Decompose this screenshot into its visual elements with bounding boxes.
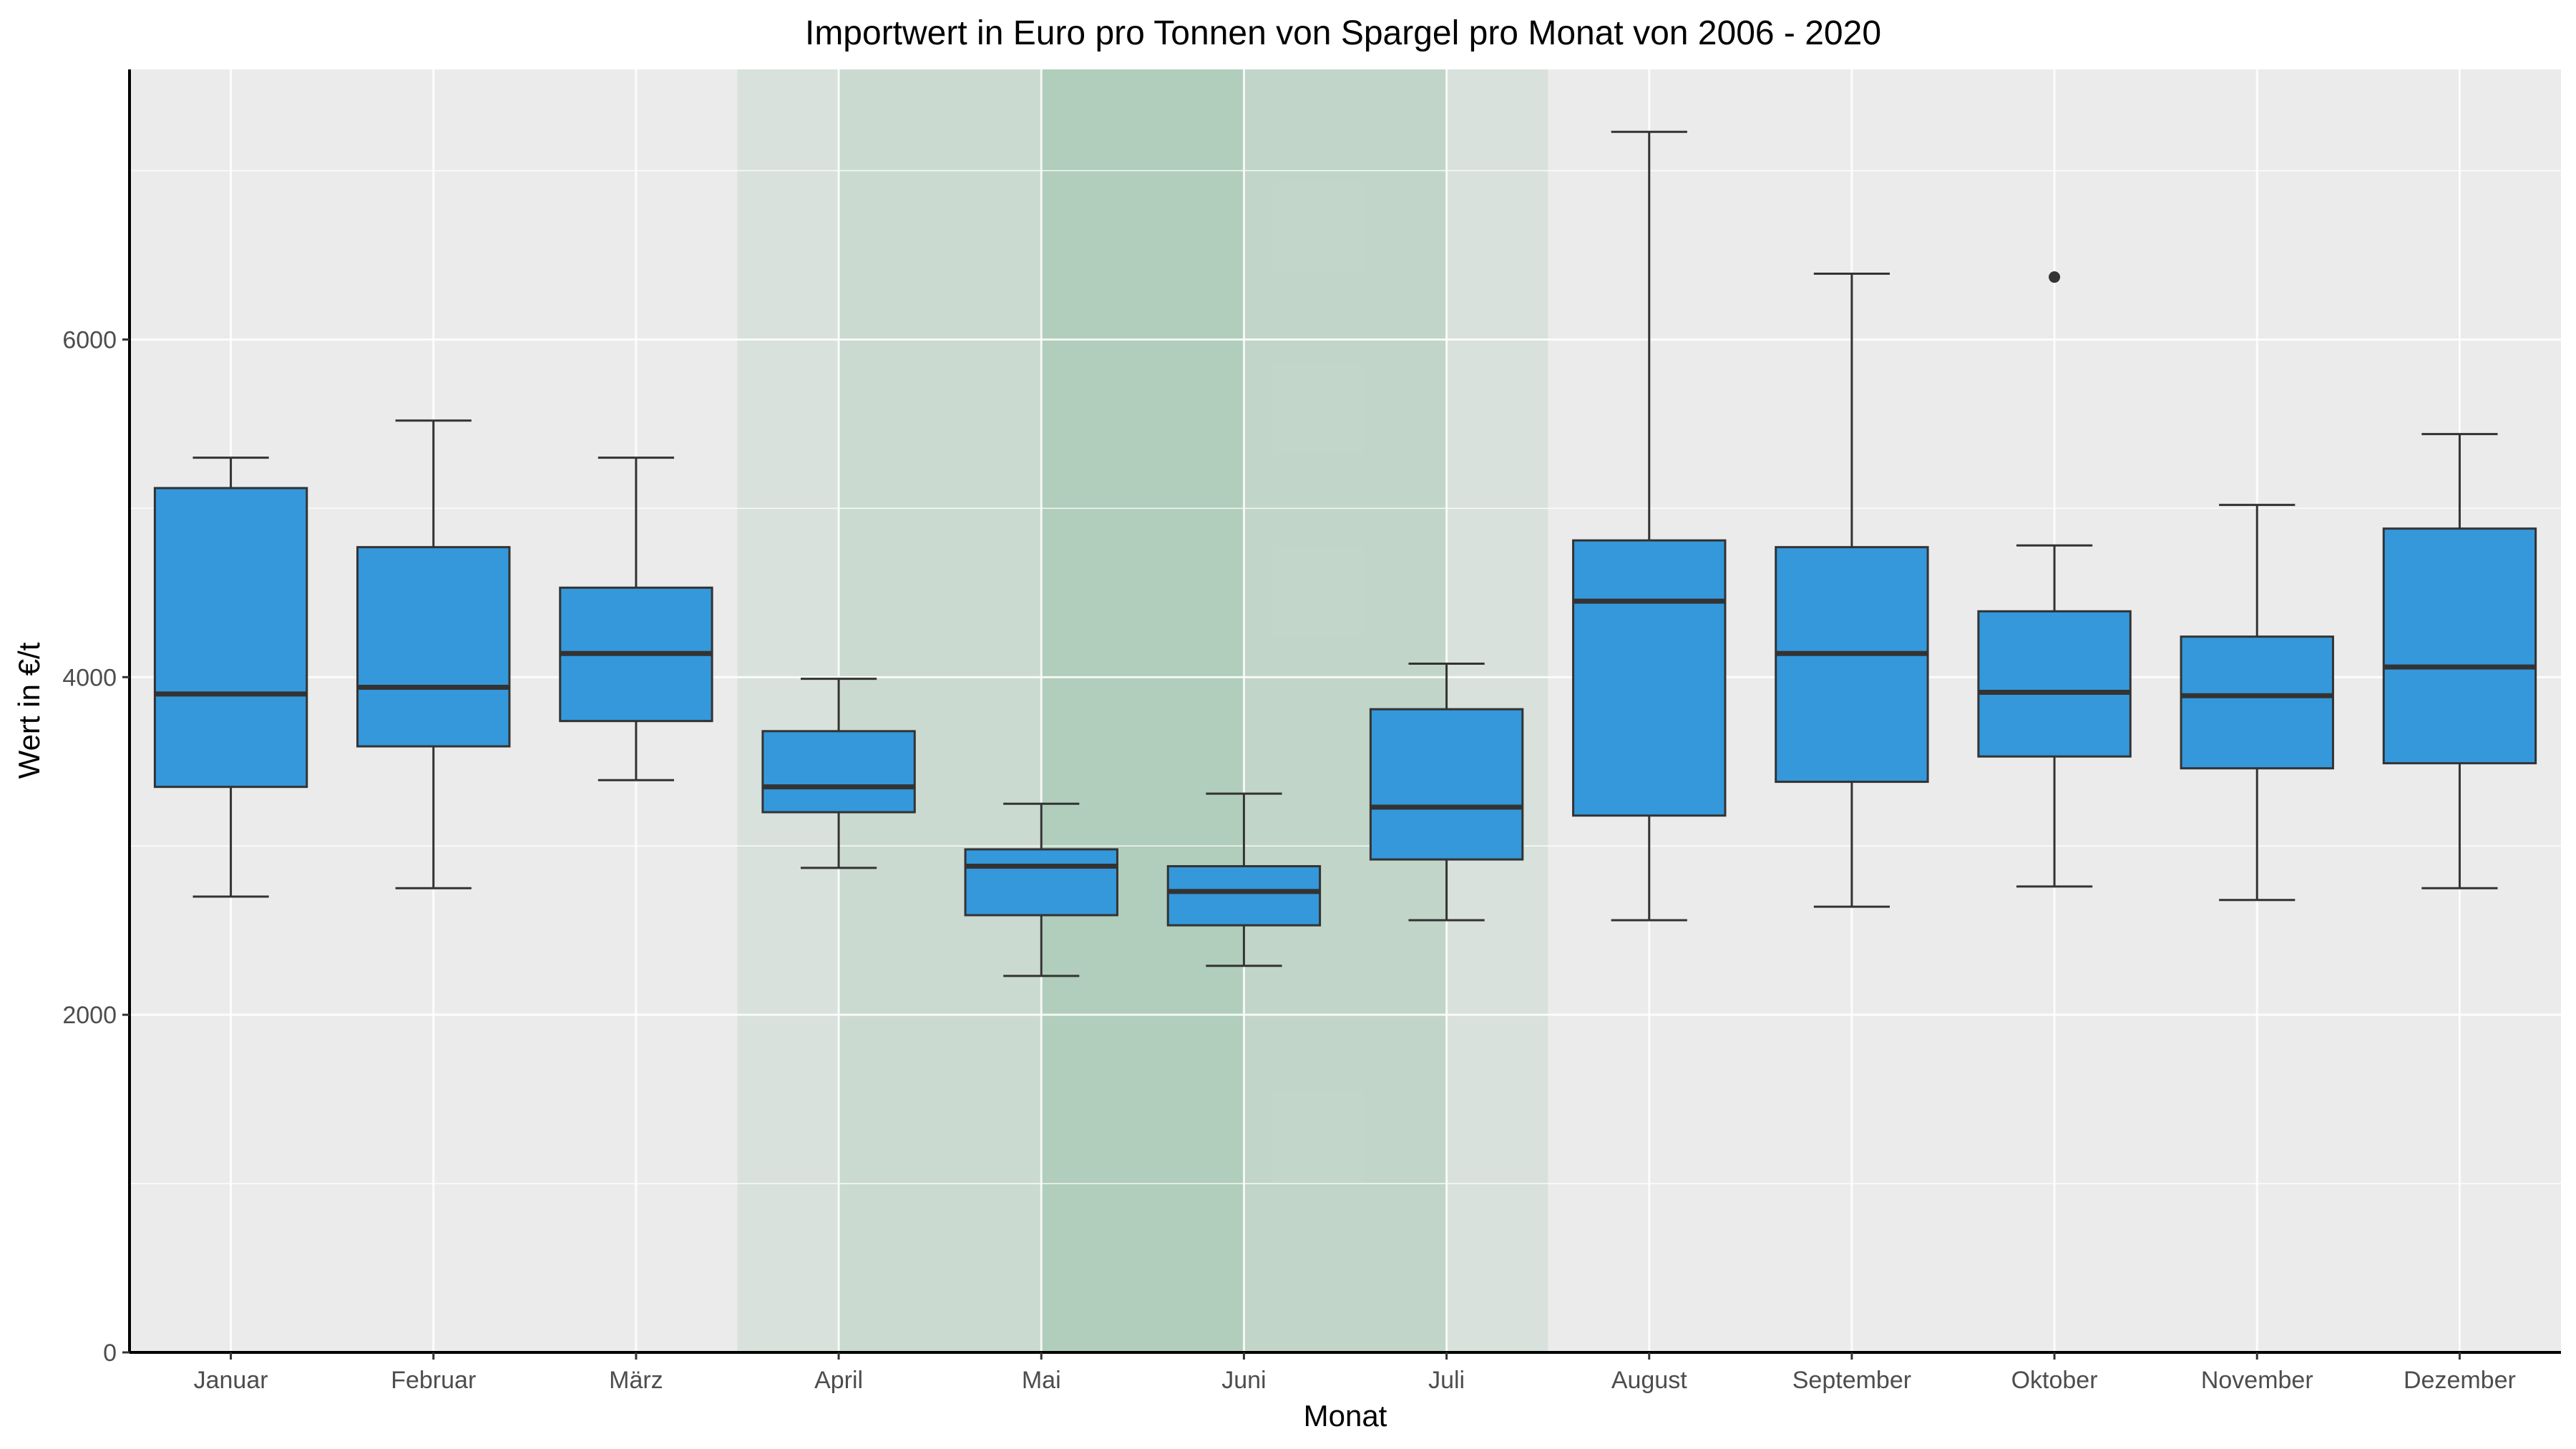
y-axis-ticks: 0 2000 4000 6000	[62, 326, 130, 1367]
box-iqr	[1369, 708, 1524, 861]
box-3	[761, 678, 916, 869]
box-iqr	[761, 730, 916, 814]
y-axis-title: Wert in €/t	[12, 642, 46, 779]
x-axis-title: Monat	[1304, 1399, 1387, 1433]
x-tick-label: April	[814, 1367, 863, 1394]
box-4	[964, 802, 1118, 977]
season-band-0	[737, 69, 839, 1352]
x-tick-label: Oktober	[2011, 1367, 2098, 1394]
box-iqr	[964, 848, 1118, 917]
box-iqr	[1977, 610, 2132, 758]
y-tick-label: 0	[103, 1340, 117, 1367]
season-band-1	[839, 69, 1042, 1352]
y-tick-label: 6000	[62, 326, 117, 353]
box-6	[1369, 662, 1524, 922]
outlier-point	[2049, 271, 2061, 283]
x-axis-ticks: Januar Februar März April Mai Juni Juli August S…	[194, 1352, 2516, 1394]
box-iqr	[1775, 546, 1929, 784]
x-tick-label: Mai	[1022, 1367, 1061, 1394]
box-10	[2180, 504, 2334, 902]
x-tick-label: Juni	[1221, 1367, 1266, 1394]
box-8	[1775, 272, 1929, 908]
box-5	[1166, 792, 1322, 967]
box-1	[356, 419, 511, 889]
plot-panel	[130, 69, 2561, 1354]
chart-title: Importwert in Euro pro Tonnen von Sparge…	[805, 14, 1881, 52]
x-tick-label: Februar	[391, 1367, 476, 1394]
box-0	[153, 457, 308, 898]
box-iqr	[356, 546, 511, 748]
box-11	[2382, 433, 2537, 889]
x-tick-label: Januar	[194, 1367, 268, 1394]
x-tick-label: Juli	[1428, 1367, 1465, 1394]
box-iqr	[1572, 539, 1727, 817]
box-iqr	[2180, 635, 2334, 770]
x-tick-label: September	[1792, 1367, 1911, 1394]
x-tick-label: März	[609, 1367, 663, 1394]
box-9	[1977, 271, 2132, 888]
box-iqr	[153, 487, 308, 789]
box-7	[1572, 130, 1727, 922]
box-iqr	[2382, 527, 2537, 765]
y-tick-label: 2000	[62, 1002, 117, 1029]
x-tick-label: Dezember	[2404, 1367, 2516, 1394]
box-2	[559, 457, 713, 781]
box-series	[153, 130, 2537, 977]
plot-panel-background	[130, 69, 2561, 1352]
y-tick-label: 4000	[62, 664, 117, 691]
season-band-2	[1041, 69, 1244, 1352]
box-iqr	[1166, 865, 1322, 927]
x-tick-label: August	[1611, 1367, 1687, 1394]
x-tick-label: November	[2201, 1367, 2313, 1394]
